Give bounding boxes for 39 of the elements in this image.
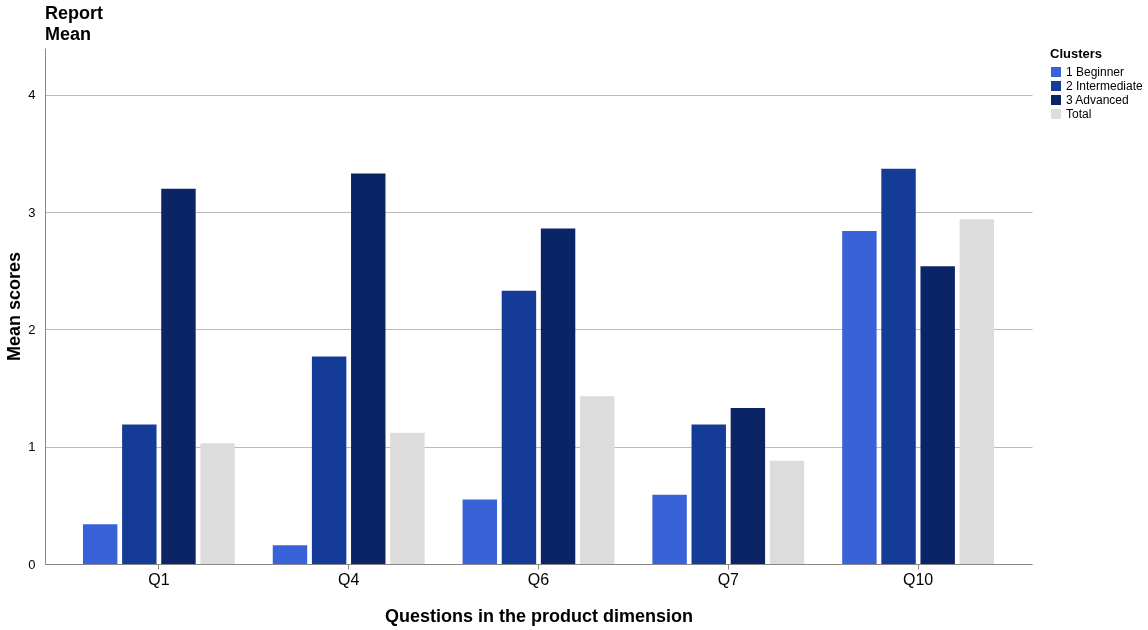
bar [920, 266, 955, 564]
x-tick-label: Q1 [148, 570, 170, 588]
bar [200, 443, 235, 564]
y-axis-title: Mean scores [4, 251, 25, 362]
bar [881, 168, 916, 564]
bar [959, 219, 995, 564]
y-tick-label: 2 [28, 321, 36, 337]
bar [390, 432, 425, 564]
y-tick-label: 3 [28, 204, 36, 220]
bar [122, 424, 157, 564]
bar [691, 424, 726, 564]
chart-subtitle: Mean [45, 24, 92, 44]
bar [501, 290, 537, 564]
bar [579, 396, 615, 564]
bar [769, 460, 805, 564]
bar [351, 173, 386, 564]
legend-label: 1 Beginner [1066, 65, 1125, 79]
legend-label: 3 Advanced [1066, 93, 1129, 107]
x-tick-label: Q6 [527, 570, 550, 588]
chart-title: Report [45, 3, 103, 23]
bar [540, 228, 576, 564]
legend-label: 2 Intermediate [1066, 79, 1144, 93]
legend-title: Clusters [1050, 46, 1103, 61]
bar [161, 188, 196, 564]
bar [730, 408, 766, 564]
x-tick-label: Q10 [902, 570, 934, 588]
bar [311, 356, 347, 564]
legend-label: Total [1066, 107, 1092, 121]
bar [842, 230, 877, 564]
bar [82, 524, 118, 564]
x-tick-label: Q4 [338, 570, 360, 588]
x-tick-label: Q7 [717, 570, 740, 588]
y-tick-label: 1 [28, 439, 36, 455]
bar [462, 499, 498, 564]
x-axis-title: Questions in the product dimension [384, 605, 694, 626]
y-tick-label: 4 [28, 87, 36, 103]
bar [652, 494, 687, 564]
y-tick-label: 0 [28, 556, 36, 572]
bar [272, 545, 308, 564]
